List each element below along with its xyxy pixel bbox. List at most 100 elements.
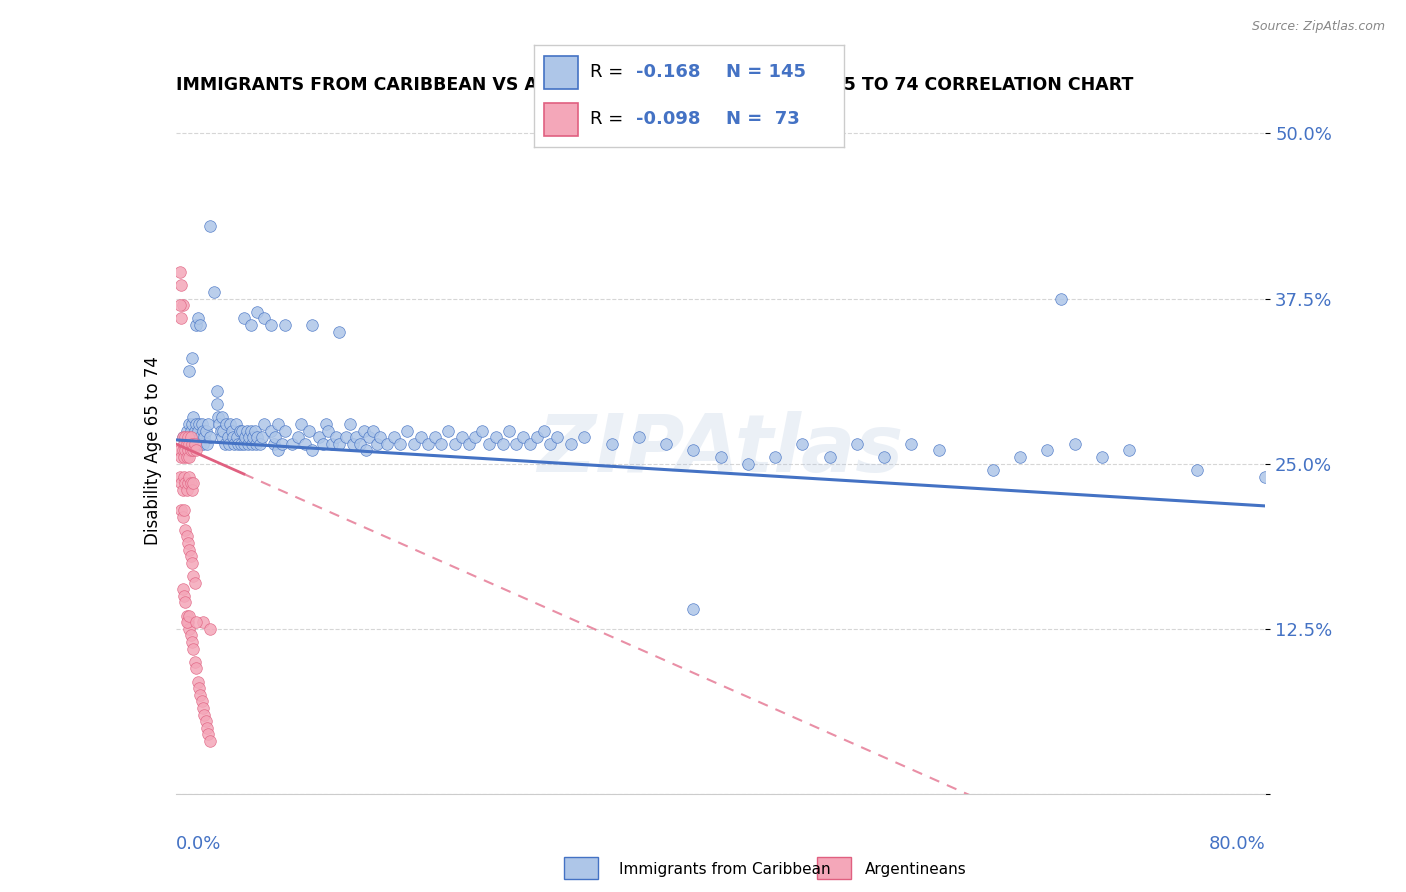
Point [437, 424, 460, 438]
Point [183, 569, 205, 583]
Point [430, 437, 453, 451]
Text: 80.0%: 80.0% [1209, 835, 1265, 853]
Point [191, 437, 214, 451]
Point [263, 437, 285, 451]
Point [231, 424, 253, 438]
Point [186, 437, 209, 451]
Point [174, 476, 197, 491]
Point [396, 424, 419, 438]
Point [179, 470, 201, 484]
Point [180, 430, 202, 444]
Point [183, 443, 205, 458]
Point [335, 430, 357, 444]
Point [444, 437, 467, 451]
Text: IMMIGRANTS FROM CARIBBEAN VS ARGENTINEAN DISABILITY AGE 65 TO 74 CORRELATION CHA: IMMIGRANTS FROM CARIBBEAN VS ARGENTINEAN… [176, 77, 1133, 95]
Point [328, 437, 350, 451]
Point [190, 417, 212, 431]
Point [238, 430, 260, 444]
Point [287, 430, 309, 444]
Point [177, 476, 200, 491]
Point [186, 615, 208, 630]
Text: ZIPAtlas: ZIPAtlas [537, 411, 904, 490]
Point [290, 417, 312, 431]
Text: 0.0%: 0.0% [176, 835, 221, 853]
Point [267, 443, 290, 458]
Point [366, 437, 388, 451]
Point [457, 437, 479, 451]
Point [197, 727, 219, 741]
FancyBboxPatch shape [817, 857, 851, 879]
Point [172, 582, 194, 596]
Point [409, 430, 432, 444]
Point [211, 430, 233, 444]
Point [169, 265, 191, 279]
Point [188, 688, 211, 702]
Point [239, 424, 262, 438]
Point [546, 430, 568, 444]
Point [225, 417, 247, 431]
Point [179, 437, 201, 451]
Point [498, 424, 520, 438]
Point [174, 595, 197, 609]
Point [328, 325, 350, 339]
Point [229, 424, 252, 438]
Point [219, 417, 242, 431]
Point [194, 424, 217, 438]
Point [450, 430, 472, 444]
Point [538, 437, 561, 451]
Point [1091, 450, 1114, 464]
Point [179, 437, 201, 451]
Point [231, 437, 253, 451]
Point [505, 437, 527, 451]
Text: N = 145: N = 145 [725, 63, 806, 81]
Point [249, 437, 271, 451]
Text: -0.168: -0.168 [637, 63, 700, 81]
Point [172, 509, 194, 524]
Point [339, 417, 361, 431]
Point [301, 318, 323, 332]
Point [174, 443, 197, 458]
Point [181, 635, 204, 649]
Point [177, 430, 200, 444]
Point [235, 424, 257, 438]
Point [301, 443, 323, 458]
Point [464, 430, 486, 444]
Point [232, 437, 254, 451]
Point [1010, 450, 1032, 464]
Point [274, 424, 297, 438]
Point [312, 437, 335, 451]
Point [212, 424, 235, 438]
Point [184, 655, 207, 669]
Text: Source: ZipAtlas.com: Source: ZipAtlas.com [1251, 20, 1385, 33]
Point [342, 437, 364, 451]
Point [1254, 470, 1277, 484]
Point [560, 437, 582, 451]
Point [184, 437, 207, 451]
Point [404, 437, 426, 451]
Point [191, 424, 214, 438]
Point [170, 476, 193, 491]
Point [173, 450, 195, 464]
Point [1187, 463, 1209, 477]
Point [195, 437, 218, 451]
Point [260, 424, 283, 438]
Point [1050, 292, 1073, 306]
Point [318, 424, 340, 438]
Point [197, 417, 219, 431]
FancyBboxPatch shape [564, 857, 598, 879]
Text: Argentineans: Argentineans [865, 863, 966, 877]
Point [792, 437, 814, 451]
Point [186, 430, 208, 444]
Point [240, 437, 263, 451]
Point [170, 450, 193, 464]
Point [416, 437, 439, 451]
Point [298, 424, 321, 438]
Text: R =: R = [591, 63, 628, 81]
Point [900, 437, 922, 451]
Point [181, 351, 204, 365]
Point [356, 443, 378, 458]
Point [176, 529, 198, 543]
Point [190, 694, 212, 708]
Point [191, 701, 214, 715]
Point [224, 437, 246, 451]
